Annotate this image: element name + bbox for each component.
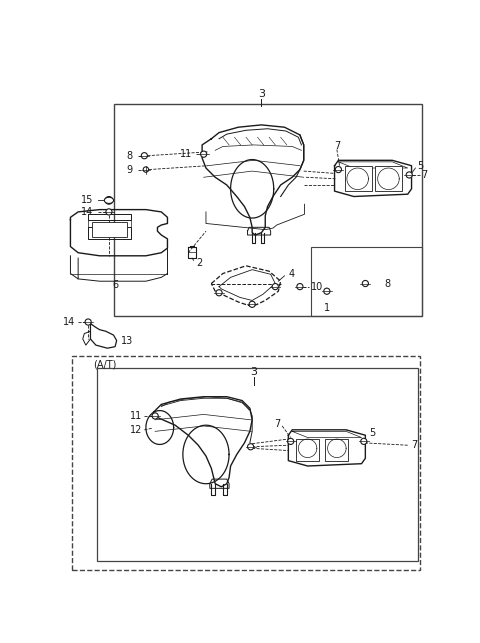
Text: 8: 8 xyxy=(384,278,391,289)
Circle shape xyxy=(272,284,278,290)
Circle shape xyxy=(336,167,341,172)
Text: 3: 3 xyxy=(250,367,257,377)
Bar xyxy=(114,104,422,316)
Text: 1: 1 xyxy=(324,303,330,313)
Text: 10: 10 xyxy=(312,282,324,291)
Circle shape xyxy=(324,288,330,294)
Text: 11: 11 xyxy=(180,149,192,159)
Circle shape xyxy=(361,439,367,444)
Circle shape xyxy=(248,444,254,450)
Circle shape xyxy=(85,319,91,325)
Text: 3: 3 xyxy=(258,89,265,99)
Bar xyxy=(312,246,421,316)
Circle shape xyxy=(143,167,149,172)
Bar xyxy=(324,439,348,460)
Text: 7: 7 xyxy=(275,419,281,429)
Circle shape xyxy=(288,439,294,444)
Bar xyxy=(92,222,127,237)
Circle shape xyxy=(106,209,112,215)
Circle shape xyxy=(297,284,303,290)
Bar xyxy=(296,439,319,460)
Text: 7: 7 xyxy=(411,440,418,450)
Circle shape xyxy=(201,151,207,158)
Circle shape xyxy=(216,290,222,296)
Text: (A/T): (A/T) xyxy=(94,359,117,369)
Text: 12: 12 xyxy=(130,425,142,435)
Circle shape xyxy=(152,413,158,419)
Circle shape xyxy=(362,280,369,287)
Text: 6: 6 xyxy=(112,280,118,290)
Text: 13: 13 xyxy=(121,336,133,345)
Circle shape xyxy=(406,172,412,178)
Circle shape xyxy=(141,152,147,159)
Text: 7: 7 xyxy=(334,141,340,152)
Circle shape xyxy=(105,197,113,204)
Text: 4: 4 xyxy=(288,269,294,278)
Bar xyxy=(96,368,419,561)
Text: 2: 2 xyxy=(196,258,202,269)
Text: 5: 5 xyxy=(417,161,423,170)
Text: 9: 9 xyxy=(127,165,133,174)
Bar xyxy=(375,167,402,191)
Text: 14: 14 xyxy=(63,317,75,327)
Text: 15: 15 xyxy=(81,195,94,205)
Bar xyxy=(72,356,420,570)
Circle shape xyxy=(249,301,255,307)
Text: 14: 14 xyxy=(81,207,94,217)
Text: 7: 7 xyxy=(421,170,428,180)
Bar xyxy=(345,167,372,191)
Text: 5: 5 xyxy=(369,428,375,438)
Text: 8: 8 xyxy=(127,150,133,161)
Ellipse shape xyxy=(104,197,114,203)
Text: 11: 11 xyxy=(130,411,142,421)
